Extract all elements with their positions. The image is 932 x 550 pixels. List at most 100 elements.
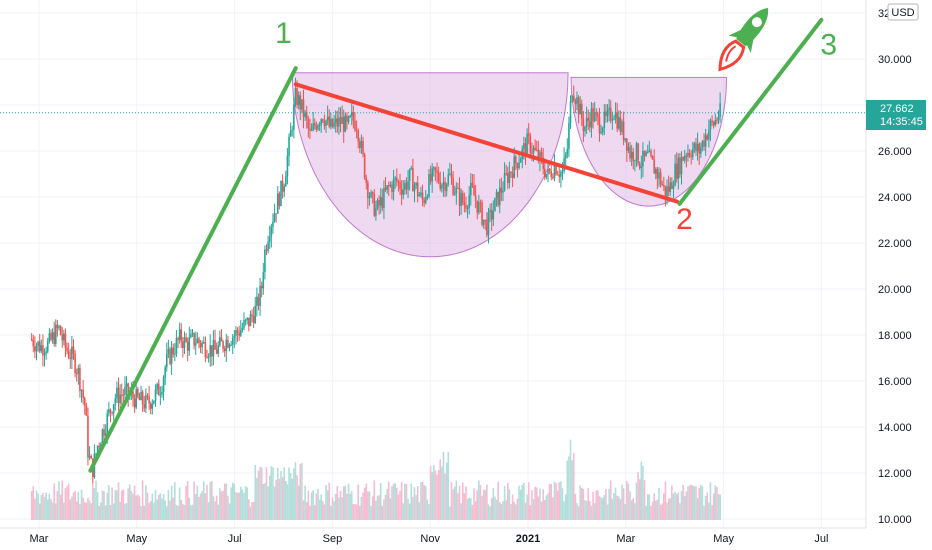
candle-body [473,185,475,196]
candle-body [63,333,65,341]
volume-bar [706,492,709,520]
candle-body [698,143,701,154]
volume-bar [498,502,501,520]
candle-body [67,351,70,358]
volume-bar [632,498,635,520]
candle-body [683,155,686,161]
price-tick-label: 14.000 [878,422,912,434]
volume-bar [701,486,704,520]
volume-bar [219,488,221,520]
candle-body [338,117,340,127]
price-axis[interactable]: 10.000 12.000 14.000 16.000 18.000 20.000 22.0… [865,0,912,528]
volume-bar [495,499,498,520]
volume-bar [609,480,612,520]
volume-bar [582,489,585,520]
candle-body [341,116,343,125]
candle-body [169,349,171,364]
candle-body [540,152,543,158]
volume-bar [413,487,416,520]
candle-body [365,177,368,183]
volume-bar [96,492,99,520]
candle-body [259,285,261,306]
volume-bar [37,493,39,520]
candle-body [357,130,360,142]
candle-body [32,339,35,347]
candle-body [497,191,499,206]
volume-bar [34,498,36,520]
volume-bar [56,491,59,520]
candle-body [85,405,88,416]
candle-body [355,130,358,132]
volume-bar [188,497,191,520]
candle-body [175,338,178,354]
volume-bar [379,483,382,520]
candle-body [511,173,514,178]
volume-bar [310,492,313,520]
candle-body [209,345,212,357]
candle-body [593,112,596,122]
candle-body [410,167,413,169]
candle-body [281,180,284,192]
currency-badge[interactable]: USD [887,3,919,21]
candle-body [399,181,401,190]
price-tick-label: 26.000 [878,146,912,158]
volume-bar [392,483,395,520]
volume-bar [444,473,446,520]
candle-body [87,415,89,458]
candle-body [682,157,684,161]
volume-bar [151,493,154,520]
volume-bar [500,503,503,520]
candle-body [659,172,662,185]
candle-body [531,152,533,154]
volume-bar [161,498,163,520]
candle-body [148,396,150,404]
candle-body [352,112,355,121]
volume-bar [606,504,609,520]
candle-body [421,192,424,201]
volume-bar [191,504,194,520]
volume-bar [40,494,43,520]
volume-bar [383,499,385,520]
price-tick-label: 10.000 [878,514,912,526]
volume-bar [659,504,662,520]
currency-label: USD [891,7,914,19]
candle-body [468,195,470,208]
volume-bar [708,502,710,520]
volume-bar [154,489,157,520]
volume-bar [112,503,115,520]
candle-body [313,123,316,126]
volume-bar [58,481,60,520]
volume-bar [344,485,347,520]
volume-bar [656,499,659,520]
trendline [88,66,298,473]
volume-bar [132,493,134,520]
candle-body [394,177,396,179]
time-axis[interactable]: Mar May Jul Sep Nov 2021 Mar May Jul [0,527,866,545]
volume-bar [484,490,487,520]
volume-bar [88,500,91,520]
volume-bar [178,487,181,520]
candle-body [336,118,339,127]
volume-bar [598,496,601,520]
candle-body [552,177,554,179]
candle-body [716,120,718,122]
candle-body [371,192,374,194]
volume-bar [394,483,396,520]
volume-bar [302,500,305,520]
candle-body [301,99,303,110]
volume-bar [222,490,224,520]
candle-body [328,116,331,127]
candle-body [651,155,654,160]
volume-bar [190,505,192,520]
candle-body [235,330,237,336]
candle-body [441,185,443,189]
volume-bar [83,502,86,520]
volume-bar [59,494,62,520]
candle-body [687,152,689,157]
candle-body [595,112,598,114]
candle-body [696,143,699,152]
candle-body [656,168,659,179]
candle-body [508,171,511,183]
volume-bar [257,470,260,520]
